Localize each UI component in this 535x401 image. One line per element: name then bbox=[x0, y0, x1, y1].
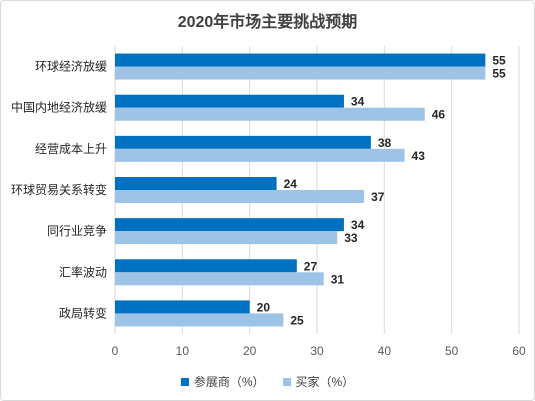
data-label-exhibitors-6: 20 bbox=[257, 300, 271, 314]
bar-exhibitors-3 bbox=[115, 177, 277, 190]
data-label-exhibitors-1: 34 bbox=[351, 95, 365, 109]
data-label-buyers-6: 25 bbox=[290, 313, 304, 327]
data-label-buyers-2: 43 bbox=[412, 149, 426, 163]
legend: 参展商（%） 买家（%） bbox=[0, 373, 535, 390]
bar-buyers-6 bbox=[115, 313, 284, 327]
legend-swatch-exhibitors bbox=[180, 377, 189, 386]
bar-buyers-3 bbox=[115, 190, 365, 203]
data-label-buyers-4: 33 bbox=[344, 231, 358, 245]
data-label-exhibitors-2: 38 bbox=[378, 136, 392, 150]
x-tick-label-0: 0 bbox=[112, 344, 119, 358]
bar-buyers-1 bbox=[115, 107, 425, 121]
category-label-0: 环球经济放缓 bbox=[35, 59, 107, 74]
category-label-2: 经营成本上升 bbox=[35, 142, 107, 156]
chart-title: 2020年市场主要挑战预期 bbox=[177, 14, 358, 31]
data-label-buyers-5: 31 bbox=[331, 272, 345, 286]
legend-swatch-buyers bbox=[282, 377, 291, 386]
x-tick-label-30: 30 bbox=[310, 344, 324, 358]
legend-item-exhibitors: 参展商（%） bbox=[180, 373, 265, 390]
category-label-5: 汇率波动 bbox=[59, 264, 107, 279]
x-tick-label-60: 60 bbox=[512, 344, 526, 358]
data-label-buyers-3: 37 bbox=[371, 190, 385, 204]
bar-exhibitors-2 bbox=[115, 135, 371, 149]
x-tick-label-50: 50 bbox=[445, 344, 459, 358]
bar-buyers-2 bbox=[115, 148, 405, 162]
data-label-buyers-1: 46 bbox=[432, 108, 446, 122]
legend-item-buyers: 买家（%） bbox=[282, 373, 355, 390]
category-label-4: 同行业竞争 bbox=[47, 224, 107, 238]
bar-exhibitors-0 bbox=[115, 53, 486, 67]
data-label-exhibitors-3: 24 bbox=[284, 177, 298, 191]
bar-exhibitors-1 bbox=[115, 94, 344, 108]
category-label-6: 政局转变 bbox=[59, 305, 107, 320]
data-label-exhibitors-5: 27 bbox=[304, 259, 318, 273]
category-label-1: 中国内地经济放缓 bbox=[11, 100, 107, 115]
bar-buyers-4 bbox=[115, 231, 338, 245]
legend-label-buyers: 买家（%） bbox=[295, 375, 355, 389]
data-label-exhibitors-0: 55 bbox=[492, 54, 506, 68]
bar-exhibitors-5 bbox=[115, 259, 297, 273]
bar-exhibitors-4 bbox=[115, 218, 344, 232]
bar-exhibitors-6 bbox=[115, 300, 250, 314]
data-label-exhibitors-4: 34 bbox=[351, 218, 365, 232]
x-tick-label-20: 20 bbox=[243, 344, 257, 358]
x-tick-label-40: 40 bbox=[378, 344, 392, 358]
x-tick-label-10: 10 bbox=[176, 344, 190, 358]
bar-buyers-0 bbox=[115, 66, 486, 80]
category-label-3: 环球贸易关系转变 bbox=[11, 182, 107, 197]
legend-label-exhibitors: 参展商（%） bbox=[193, 375, 265, 389]
data-label-buyers-0: 55 bbox=[492, 67, 506, 81]
bar-buyers-5 bbox=[115, 272, 324, 286]
